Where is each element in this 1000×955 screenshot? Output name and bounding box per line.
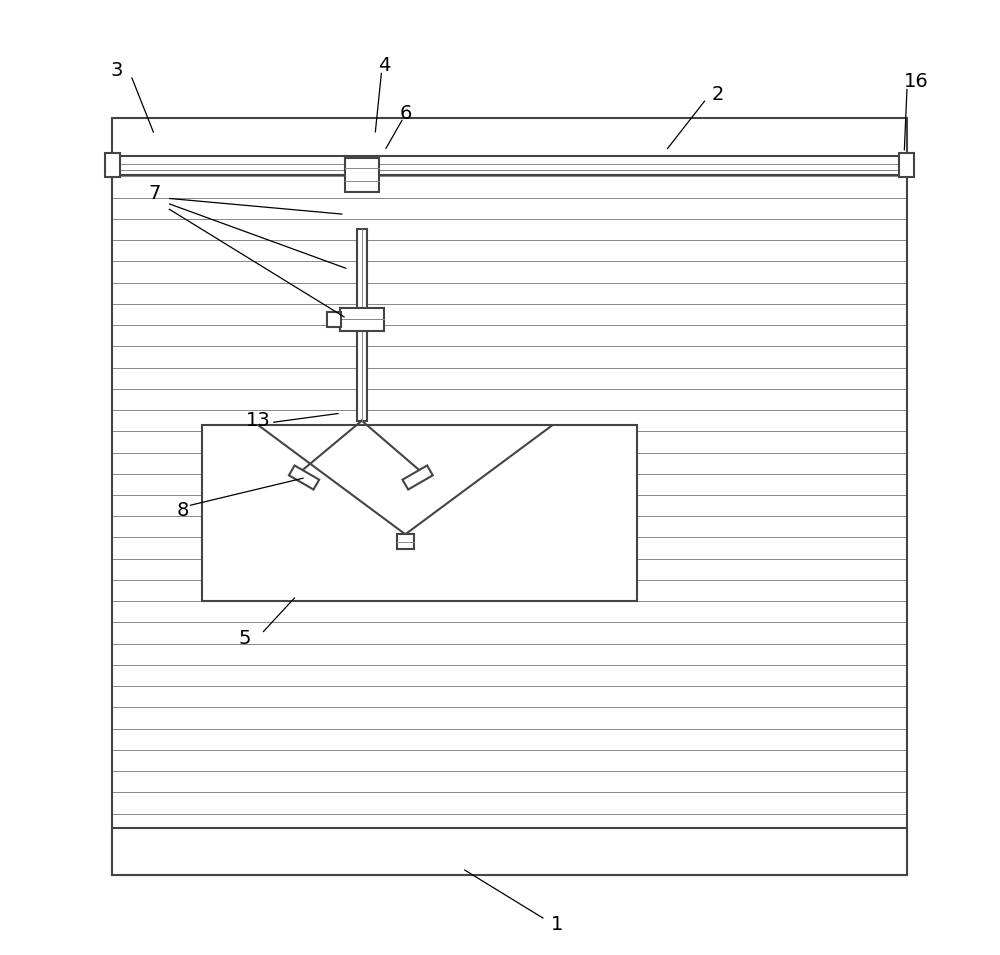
Text: 2: 2 xyxy=(712,85,724,103)
Bar xyxy=(899,153,914,178)
Bar xyxy=(340,308,384,330)
Bar xyxy=(357,229,367,421)
Bar xyxy=(345,158,379,192)
Bar xyxy=(327,312,341,327)
Text: 4: 4 xyxy=(378,56,391,75)
Text: 1: 1 xyxy=(551,915,563,934)
Bar xyxy=(397,534,414,549)
Text: 13: 13 xyxy=(246,412,271,430)
Bar xyxy=(202,425,637,601)
Bar xyxy=(112,117,907,875)
Text: 6: 6 xyxy=(399,103,412,122)
Text: 8: 8 xyxy=(177,501,189,520)
Text: 7: 7 xyxy=(148,184,161,203)
Text: 3: 3 xyxy=(110,61,123,80)
Text: 5: 5 xyxy=(238,629,251,647)
Polygon shape xyxy=(289,465,319,490)
Bar xyxy=(105,153,120,178)
Bar xyxy=(112,828,907,875)
Text: 16: 16 xyxy=(904,73,929,92)
Bar xyxy=(112,156,907,175)
Polygon shape xyxy=(403,465,433,490)
